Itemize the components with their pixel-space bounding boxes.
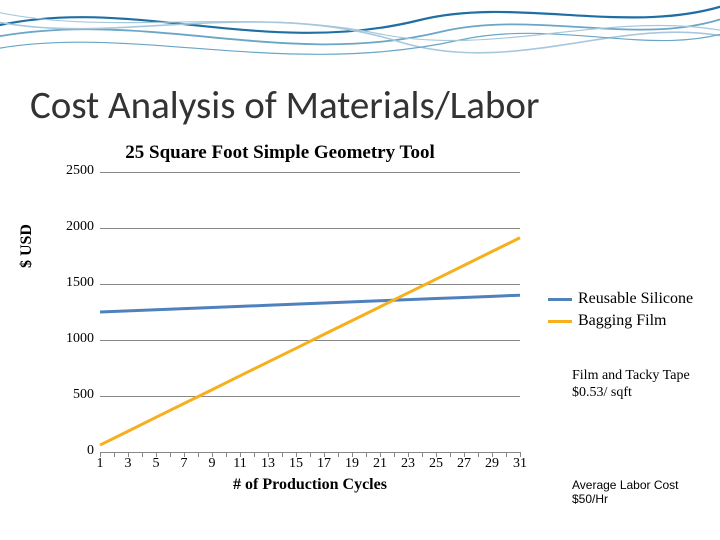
x-tick-mark xyxy=(478,452,479,457)
x-tick-label: 1 xyxy=(90,456,110,472)
chart-plot xyxy=(100,172,520,453)
x-tick-mark xyxy=(422,452,423,457)
x-tick-label: 13 xyxy=(258,456,278,472)
x-tick-label: 25 xyxy=(426,456,446,472)
slide-title: Cost Analysis of Materials/Labor xyxy=(30,82,540,129)
x-tick-mark xyxy=(506,452,507,457)
x-tick-mark xyxy=(282,452,283,457)
decorative-waves xyxy=(0,0,720,80)
y-tick-label: 1000 xyxy=(52,331,94,347)
x-tick-label: 7 xyxy=(174,456,194,472)
legend-item: Reusable Silicone xyxy=(548,290,708,308)
x-tick-mark xyxy=(198,452,199,457)
legend-label: Bagging Film xyxy=(578,312,666,330)
series-reusable-silicone xyxy=(100,295,520,312)
legend-swatch xyxy=(548,320,572,323)
x-tick-label: 5 xyxy=(146,456,166,472)
chart-title: 25 Square Foot Simple Geometry Tool xyxy=(0,142,560,164)
x-tick-label: 21 xyxy=(370,456,390,472)
x-tick-label: 11 xyxy=(230,456,250,472)
note-labor-cost: Average Labor Cost $50/Hr xyxy=(572,478,712,507)
y-axis-label: $ USD xyxy=(18,196,36,296)
x-tick-label: 17 xyxy=(314,456,334,472)
x-tick-mark xyxy=(394,452,395,457)
x-tick-label: 19 xyxy=(342,456,362,472)
x-tick-label: 27 xyxy=(454,456,474,472)
chart-area: $ USD # of Production Cycles 05001000150… xyxy=(32,166,532,506)
chart-legend: Reusable Silicone Bagging Film xyxy=(548,290,708,334)
x-tick-mark xyxy=(338,452,339,457)
series-bagging-film xyxy=(100,238,520,445)
x-tick-mark xyxy=(114,452,115,457)
y-tick-label: 1500 xyxy=(52,275,94,291)
legend-label: Reusable Silicone xyxy=(578,290,693,308)
x-tick-mark xyxy=(226,452,227,457)
y-tick-label: 500 xyxy=(52,387,94,403)
y-tick-label: 2000 xyxy=(52,219,94,235)
series-svg xyxy=(100,172,520,452)
legend-swatch xyxy=(548,298,572,301)
legend-item: Bagging Film xyxy=(548,312,708,330)
x-tick-mark xyxy=(366,452,367,457)
x-tick-mark xyxy=(170,452,171,457)
y-tick-label: 2500 xyxy=(52,163,94,179)
x-tick-mark xyxy=(450,452,451,457)
x-tick-label: 15 xyxy=(286,456,306,472)
x-axis-label: # of Production Cycles xyxy=(100,476,520,494)
note-film-tape: Film and Tacky Tape $0.53/ sqft xyxy=(572,368,702,402)
x-tick-label: 3 xyxy=(118,456,138,472)
x-tick-mark xyxy=(254,452,255,457)
x-tick-label: 23 xyxy=(398,456,418,472)
x-tick-mark xyxy=(310,452,311,457)
x-tick-label: 9 xyxy=(202,456,222,472)
x-tick-label: 31 xyxy=(510,456,530,472)
y-tick-label: 0 xyxy=(52,443,94,459)
x-tick-mark xyxy=(142,452,143,457)
x-tick-label: 29 xyxy=(482,456,502,472)
